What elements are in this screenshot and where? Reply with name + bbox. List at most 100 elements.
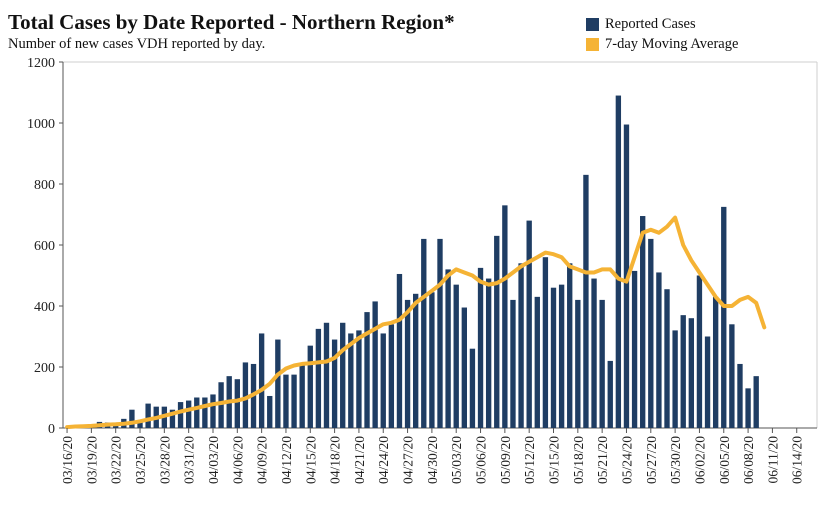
bar-reported-cases bbox=[421, 238, 427, 428]
bar-reported-cases bbox=[534, 296, 540, 428]
legend-swatch-reported-cases bbox=[586, 17, 599, 31]
bar-reported-cases bbox=[477, 267, 484, 428]
bar-reported-cases bbox=[737, 363, 743, 428]
y-tick-label: 1200 bbox=[27, 56, 55, 71]
y-tick-label: 200 bbox=[34, 361, 55, 376]
y-tick-label: 400 bbox=[34, 300, 55, 315]
bar-reported-cases bbox=[542, 257, 549, 428]
bar-reported-cases bbox=[429, 292, 435, 428]
x-tick-label: 04/21/20 bbox=[352, 436, 367, 484]
x-tick-label: 06/05/20 bbox=[717, 436, 732, 484]
bar-reported-cases bbox=[315, 328, 322, 428]
bar-reported-cases bbox=[631, 270, 638, 428]
bar-reported-cases bbox=[518, 263, 524, 428]
chart-subtitle: Number of new cases VDH reported by day. bbox=[8, 36, 266, 52]
bar-reported-cases bbox=[640, 216, 646, 428]
bar-reported-cases bbox=[672, 330, 678, 428]
bar-reported-cases bbox=[388, 324, 395, 428]
bar-reported-cases bbox=[688, 318, 695, 428]
bar-reported-cases bbox=[526, 220, 532, 428]
x-tick-label: 04/15/20 bbox=[303, 436, 318, 484]
legend-item-moving-average[interactable]: 7-day Moving Average bbox=[586, 34, 738, 54]
bar-reported-cases bbox=[129, 409, 135, 428]
bar-reported-cases bbox=[550, 287, 557, 428]
bar-reported-cases bbox=[194, 397, 200, 428]
x-tick-label: 04/03/20 bbox=[206, 436, 221, 484]
y-tick-label: 0 bbox=[48, 422, 55, 437]
bar-reported-cases bbox=[753, 376, 759, 428]
bar-reported-cases bbox=[242, 362, 249, 428]
x-tick-label: 05/27/20 bbox=[644, 436, 659, 484]
bar-reported-cases bbox=[615, 95, 622, 429]
x-tick-label: 05/03/20 bbox=[449, 436, 464, 484]
bar-reported-cases bbox=[664, 289, 670, 428]
bar-reported-cases bbox=[291, 374, 297, 428]
x-tick-label: 05/18/20 bbox=[571, 436, 586, 484]
x-tick-label: 04/12/20 bbox=[279, 436, 294, 484]
x-tick-label: 06/02/20 bbox=[692, 436, 707, 484]
x-tick-label: 04/18/20 bbox=[328, 436, 343, 484]
bar-reported-cases bbox=[364, 312, 370, 428]
x-tick-label: 04/24/20 bbox=[376, 436, 391, 484]
x-tick-label: 05/12/20 bbox=[522, 436, 537, 484]
bar-reported-cases bbox=[656, 272, 662, 428]
bar-reported-cases bbox=[494, 235, 500, 428]
bar-reported-cases bbox=[437, 238, 443, 428]
bar-reported-cases bbox=[575, 299, 581, 428]
x-tick-label: 05/15/20 bbox=[547, 436, 562, 484]
bar-reported-cases bbox=[680, 315, 686, 428]
bar-reported-cases bbox=[185, 400, 192, 428]
x-tick-label: 04/30/20 bbox=[425, 436, 440, 484]
y-tick-label: 800 bbox=[34, 178, 55, 193]
bar-reported-cases bbox=[591, 278, 597, 428]
bar-reported-cases bbox=[583, 174, 589, 428]
bar-reported-cases bbox=[567, 263, 573, 428]
bar-reported-cases bbox=[275, 339, 281, 428]
x-tick-label: 04/06/20 bbox=[230, 436, 245, 484]
x-tick-label: 03/28/20 bbox=[157, 436, 172, 484]
bar-reported-cases bbox=[648, 238, 654, 428]
x-tick-label: 06/14/20 bbox=[790, 436, 805, 484]
bar-reported-cases bbox=[704, 336, 711, 428]
x-tick-label: 06/08/20 bbox=[741, 436, 756, 484]
y-tick-label: 1000 bbox=[27, 117, 55, 132]
legend: Reported Cases 7-day Moving Average bbox=[586, 14, 738, 54]
x-tick-label: 05/06/20 bbox=[474, 436, 489, 484]
bar-reported-cases bbox=[137, 420, 143, 428]
bar-reported-cases bbox=[461, 307, 467, 428]
legend-swatch-moving-average bbox=[586, 37, 599, 51]
legend-label-reported-cases: Reported Cases bbox=[605, 15, 696, 32]
bar-reported-cases bbox=[413, 293, 419, 428]
bar-reported-cases bbox=[485, 278, 492, 428]
bar-reported-cases bbox=[469, 348, 476, 428]
bar-reported-cases bbox=[453, 284, 459, 428]
bar-reported-cases bbox=[299, 365, 305, 428]
bar-reported-cases bbox=[558, 284, 565, 428]
x-tick-label: 05/21/20 bbox=[595, 436, 610, 484]
bar-reported-cases bbox=[340, 322, 346, 428]
x-tick-label: 03/16/20 bbox=[60, 436, 75, 484]
bar-reported-cases bbox=[283, 374, 289, 428]
x-tick-label: 05/24/20 bbox=[619, 436, 634, 484]
bar-reported-cases bbox=[445, 269, 451, 428]
bar-reported-cases bbox=[331, 339, 338, 428]
y-tick-label: 600 bbox=[34, 239, 55, 254]
x-tick-label: 04/27/20 bbox=[401, 436, 416, 484]
bar-reported-cases bbox=[356, 330, 362, 428]
bar-reported-cases bbox=[502, 205, 508, 428]
x-tick-label: 03/31/20 bbox=[182, 436, 197, 484]
bar-reported-cases bbox=[210, 394, 216, 428]
bar-reported-cases bbox=[177, 402, 184, 428]
bar-reported-cases bbox=[380, 333, 386, 428]
x-tick-label: 03/19/20 bbox=[84, 436, 99, 484]
bar-reported-cases bbox=[607, 360, 613, 428]
bar-reported-cases bbox=[323, 322, 330, 428]
bar-reported-cases bbox=[348, 333, 354, 428]
bar-reported-cases bbox=[745, 388, 751, 428]
bar-reported-cases bbox=[267, 395, 273, 428]
x-tick-label: 04/09/20 bbox=[255, 436, 270, 484]
legend-label-moving-average: 7-day Moving Average bbox=[605, 35, 739, 52]
bar-reported-cases bbox=[599, 299, 605, 428]
legend-item-reported-cases[interactable]: Reported Cases bbox=[586, 14, 738, 34]
